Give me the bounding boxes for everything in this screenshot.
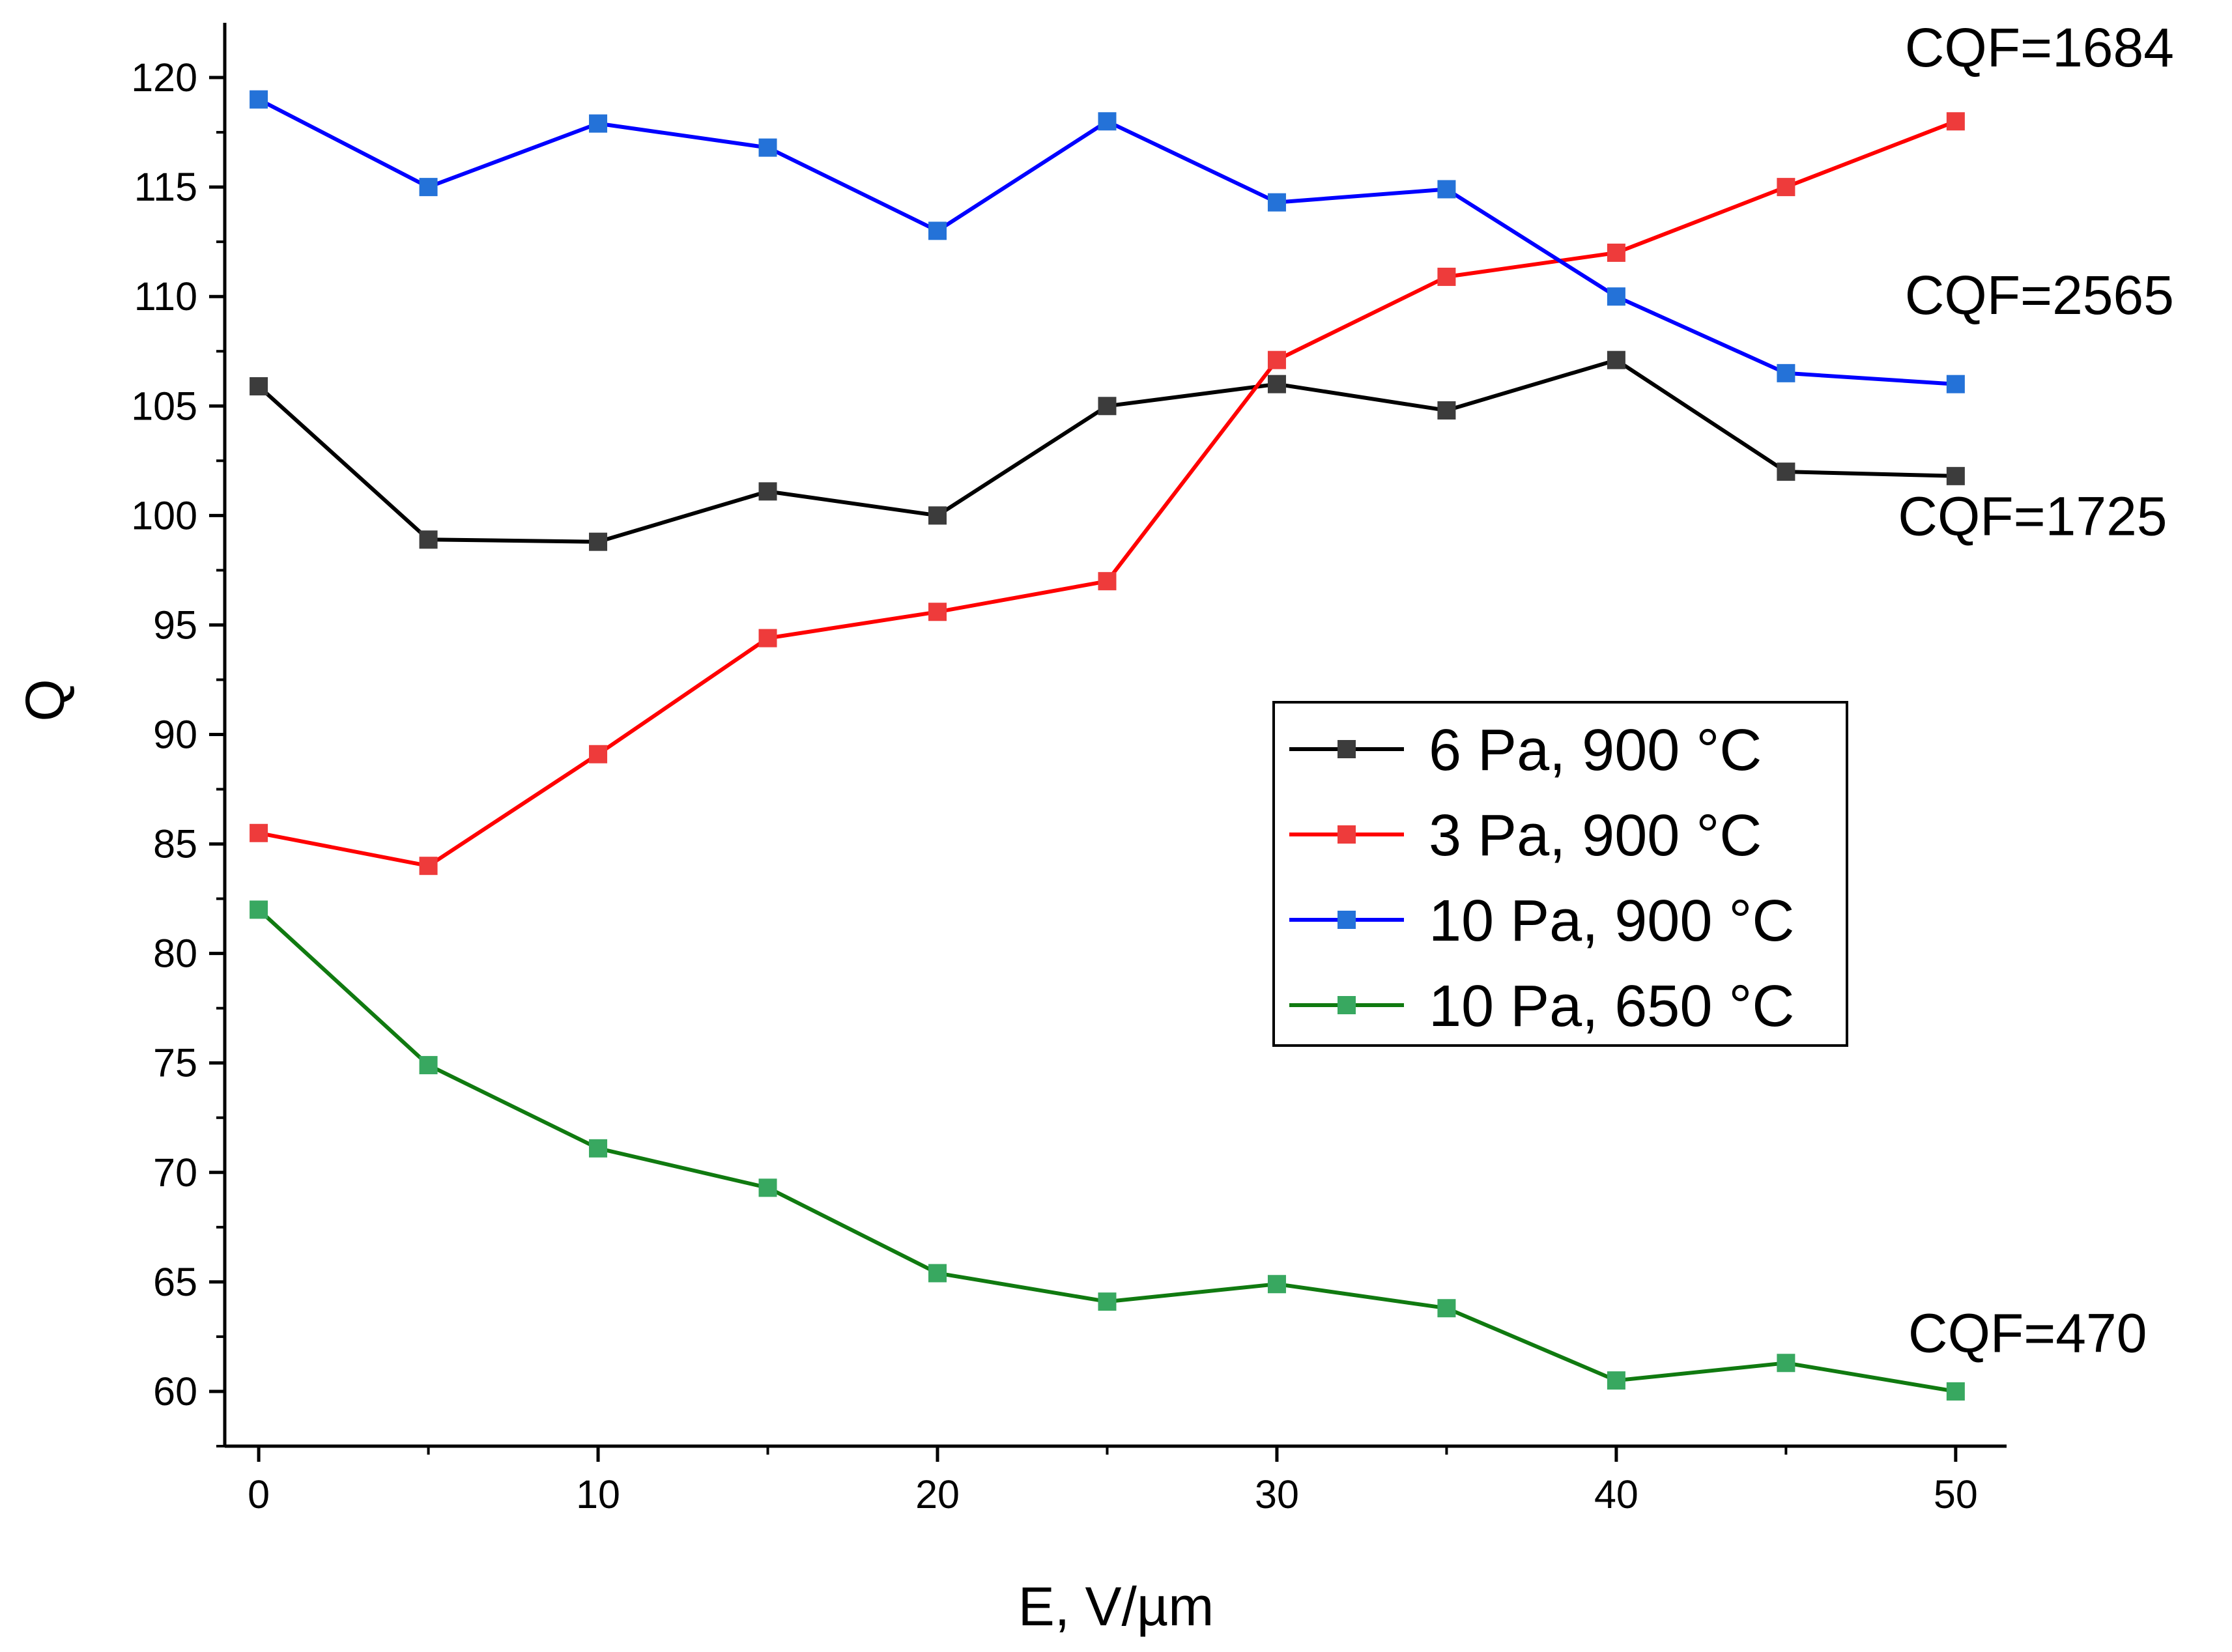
x-tick-label: 30 (1255, 1472, 1299, 1517)
data-point (250, 90, 268, 109)
y-tick-label: 105 (131, 384, 197, 428)
data-point (1098, 112, 1117, 131)
cqf-annotation: CQF=470 (1908, 1302, 2147, 1363)
data-point (1607, 1371, 1625, 1390)
data-point (1777, 178, 1796, 197)
data-point (1437, 401, 1456, 420)
x-tick-label: 20 (915, 1472, 960, 1517)
legend-label: 3 Pa, 900 °C (1429, 803, 1762, 868)
y-tick-label: 80 (153, 932, 197, 976)
data-point (250, 900, 268, 919)
data-point (1267, 1275, 1286, 1294)
series-3 (250, 90, 1965, 393)
data-point (1437, 1299, 1456, 1318)
y-tick-label: 100 (131, 493, 197, 537)
data-point (589, 114, 608, 133)
x-axis-title: E, V/µm (1018, 1576, 1214, 1637)
series-group (250, 90, 1965, 1401)
data-point (1098, 397, 1117, 416)
legend-marker (1338, 911, 1356, 929)
data-point (250, 377, 268, 396)
data-point (1777, 363, 1796, 382)
cqf-annotation: CQF=1684 (1905, 17, 2174, 78)
data-point (928, 1264, 947, 1283)
legend-label: 10 Pa, 650 °C (1429, 974, 1794, 1039)
data-point (1946, 466, 1965, 485)
data-point (928, 603, 947, 621)
legend: 6 Pa, 900 °C 3 Pa, 900 °C 10 Pa, 900 °C 10 … (1272, 701, 1848, 1047)
annotations: CQF=1684 CQF=2565 CQF=1725 CQF=470 (1898, 17, 2174, 1363)
legend-marker (1338, 740, 1356, 758)
data-point (589, 1139, 608, 1158)
data-point (1607, 287, 1625, 306)
data-point (1777, 1354, 1796, 1373)
y-tick-label: 110 (134, 274, 197, 319)
data-point (928, 506, 947, 525)
legend-item: 10 Pa, 900 °C (1289, 889, 1794, 954)
series-1 (250, 350, 1965, 551)
data-point (758, 482, 777, 501)
y-tick-label: 90 (153, 713, 197, 757)
axes: 60 65 70 75 80 85 90 95 100 105 110 115 120 0 10 20 30 40… (131, 23, 2007, 1517)
data-point (1946, 112, 1965, 131)
series-2 (250, 112, 1965, 876)
legend-marker (1338, 825, 1356, 844)
y-tick-label: 95 (153, 603, 197, 647)
y-tick-label: 60 (153, 1369, 197, 1414)
x-tick-label: 10 (576, 1472, 620, 1517)
cqf-annotation: CQF=1725 (1898, 486, 2167, 547)
y-tick-label: 75 (153, 1041, 197, 1085)
data-point (589, 532, 608, 551)
series-4 (250, 900, 1965, 1401)
legend-item: 10 Pa, 650 °C (1289, 974, 1794, 1039)
y-tick-label: 120 (131, 55, 197, 100)
data-point (1946, 1382, 1965, 1401)
cqf-annotation: CQF=2565 (1905, 264, 2174, 326)
data-point (1267, 350, 1286, 369)
data-point (928, 221, 947, 240)
data-point (1267, 375, 1286, 393)
data-point (1777, 463, 1796, 481)
x-tick-label: 40 (1594, 1472, 1638, 1517)
data-point (419, 530, 438, 549)
data-point (419, 178, 438, 197)
data-point (1098, 572, 1117, 591)
y-tick-label: 115 (134, 165, 197, 209)
data-point (1946, 375, 1965, 393)
legend-item: 6 Pa, 900 °C (1289, 718, 1762, 783)
data-point (1437, 180, 1456, 199)
x-tick-label: 0 (248, 1472, 270, 1517)
legend-label: 6 Pa, 900 °C (1429, 718, 1762, 783)
y-axis-title: Q (14, 679, 76, 721)
data-point (1098, 1292, 1117, 1311)
data-point (419, 857, 438, 876)
data-point (1267, 193, 1286, 212)
y-tick-label: 65 (153, 1260, 197, 1304)
x-tick-label: 50 (1934, 1472, 1978, 1517)
data-point (419, 1056, 438, 1075)
data-point (250, 823, 268, 842)
data-point (758, 138, 777, 157)
data-point (1607, 350, 1625, 369)
legend-item: 3 Pa, 900 °C (1289, 803, 1762, 868)
data-point (758, 1178, 777, 1197)
y-tick-label: 85 (153, 822, 197, 866)
legend-marker (1338, 996, 1356, 1014)
legend-label: 10 Pa, 900 °C (1429, 889, 1794, 954)
data-point (758, 629, 777, 648)
y-tick-label: 70 (153, 1150, 197, 1195)
legend-box (1272, 701, 1848, 1047)
data-point (1607, 243, 1625, 262)
data-point (1437, 267, 1456, 286)
data-point (589, 745, 608, 763)
